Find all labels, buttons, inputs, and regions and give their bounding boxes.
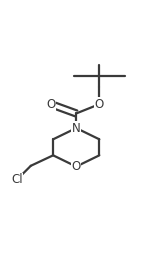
Text: Cl: Cl	[11, 173, 23, 186]
Text: O: O	[46, 98, 55, 111]
Text: O: O	[95, 98, 104, 111]
Text: O: O	[72, 160, 81, 173]
Text: N: N	[72, 122, 81, 134]
